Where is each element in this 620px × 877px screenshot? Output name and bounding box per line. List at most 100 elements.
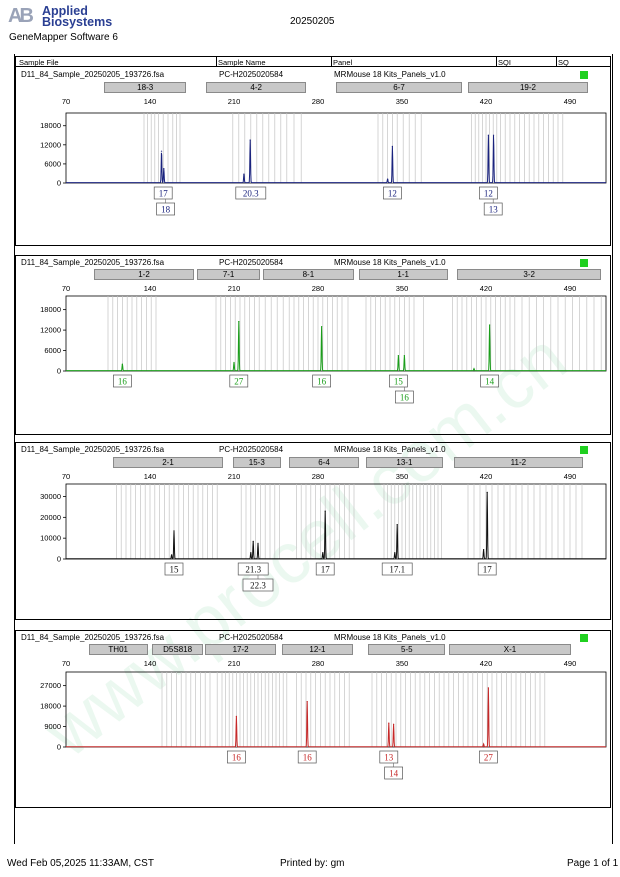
- x-tick-label: 350: [396, 472, 409, 481]
- locus-marker[interactable]: 8-1: [262, 269, 354, 280]
- locus-marker[interactable]: 6-4: [289, 457, 359, 468]
- allele-call-box[interactable]: [479, 750, 498, 764]
- allele-call-label: 17: [483, 565, 493, 575]
- locus-marker[interactable]: 6-7: [336, 82, 462, 93]
- peak: [243, 173, 245, 175]
- allele-call-box[interactable]: [395, 390, 414, 404]
- printed-by: Printed by: gm: [280, 858, 345, 869]
- peak: [473, 368, 475, 370]
- column-sq: SQ: [558, 58, 569, 67]
- peak: [489, 324, 491, 326]
- locus-marker[interactable]: 12-1: [282, 644, 353, 655]
- allele-call-box[interactable]: [483, 202, 503, 216]
- allele-call-box[interactable]: [229, 374, 249, 388]
- x-tick-label: 420: [480, 284, 493, 293]
- brand-line-2: Biosystems: [42, 15, 113, 29]
- allele-call-box[interactable]: [479, 186, 498, 200]
- locus-marker[interactable]: 1-2: [93, 269, 195, 280]
- sizing-quality-indicator: [580, 634, 588, 642]
- panel-name: MRMouse 18 Kits_Panels_v1.0: [334, 633, 446, 642]
- sample-file-name: D11_84_Sample_20250205_193726.fsa: [21, 258, 165, 267]
- allele-call-box[interactable]: [242, 578, 274, 592]
- y-tick-label: 6000: [44, 346, 61, 355]
- x-tick-label: 140: [144, 97, 157, 106]
- x-tick-label: 420: [480, 659, 493, 668]
- x-tick-label: 350: [396, 659, 409, 668]
- locus-marker[interactable]: 13-1: [366, 457, 443, 468]
- y-tick-label: 18000: [40, 121, 61, 130]
- allele-call-box[interactable]: [480, 374, 499, 388]
- peak: [235, 715, 237, 717]
- allele-call-box[interactable]: [477, 562, 497, 576]
- locus-marker[interactable]: 5-5: [368, 644, 446, 655]
- allele-call-label: 17: [321, 565, 331, 575]
- x-tick-label: 490: [564, 284, 577, 293]
- allele-call-box[interactable]: [381, 562, 413, 576]
- locus-marker[interactable]: X-1: [448, 644, 572, 655]
- sizing-quality-indicator: [580, 259, 588, 267]
- panel-name: MRMouse 18 Kits_Panels_v1.0: [334, 445, 446, 454]
- column-separator: [556, 57, 557, 67]
- electropherogram-plot: 70 140 210 280 350 420 490 0 9000 18000 27000 16 16 1…: [40, 659, 607, 780]
- allele-call-box[interactable]: [384, 766, 403, 780]
- sample-box: D11_84_Sample_20250205_193726.fsa PC-H202…: [15, 442, 611, 620]
- allele-call-box[interactable]: [164, 562, 184, 576]
- peak: [393, 723, 395, 725]
- x-tick-label: 280: [312, 97, 325, 106]
- plot-frame: [65, 483, 607, 560]
- y-tick-label: 0: [57, 555, 61, 564]
- x-tick-label: 210: [228, 472, 241, 481]
- electropherogram-panel: D11_84_Sample_20250205_193726.fsa PC-H202…: [15, 442, 611, 620]
- peak: [257, 542, 259, 544]
- sample-name: PC-H2025020584: [219, 70, 284, 79]
- signal-trace: [66, 687, 606, 748]
- brand-line-1: Applied: [42, 4, 88, 18]
- y-tick-label: 9000: [44, 722, 61, 731]
- locus-marker[interactable]: 17-2: [205, 644, 276, 655]
- locus-marker[interactable]: D5S818: [152, 644, 203, 655]
- allele-call-label: 15: [394, 377, 404, 387]
- locus-marker[interactable]: 19-2: [468, 82, 588, 93]
- allele-call-box[interactable]: [235, 186, 267, 200]
- allele-call-box[interactable]: [312, 374, 331, 388]
- allele-call-box[interactable]: [297, 750, 317, 764]
- locus-marker[interactable]: 1-1: [358, 269, 448, 280]
- allele-call-box[interactable]: [156, 202, 175, 216]
- allele-call-label: 13: [384, 753, 394, 763]
- locus-marker[interactable]: 4-2: [206, 82, 306, 93]
- allele-call-box[interactable]: [389, 374, 408, 388]
- sample-box: D11_84_Sample_20250205_193726.fsa PC-H202…: [15, 66, 611, 246]
- allele-call-box[interactable]: [227, 750, 246, 764]
- x-tick-label: 70: [62, 284, 70, 293]
- column-panel: Panel: [333, 58, 353, 67]
- peak: [160, 150, 163, 152]
- allele-call-box[interactable]: [379, 750, 399, 764]
- locus-marker[interactable]: 18-3: [104, 82, 186, 93]
- brand-name: Applied Biosystems: [42, 4, 113, 29]
- x-tick-label: 490: [564, 659, 577, 668]
- allele-call-label: 27: [484, 753, 494, 763]
- locus-marker[interactable]: 7-1: [196, 269, 261, 280]
- allele-call-label: 16: [118, 377, 128, 387]
- x-tick-label: 280: [312, 472, 325, 481]
- locus-marker[interactable]: 3-2: [457, 269, 602, 280]
- y-tick-label: 6000: [44, 159, 61, 168]
- locus-marker[interactable]: TH01: [88, 644, 148, 655]
- locus-marker[interactable]: 15-3: [232, 457, 281, 468]
- electropherogram-panel: Sample File Sample Name Panel SQI SQ D11_84_S…: [15, 56, 611, 246]
- allele-call-box[interactable]: [153, 186, 173, 200]
- sizing-quality-indicator: [580, 71, 588, 79]
- allele-call-box[interactable]: [113, 374, 132, 388]
- allele-call-label: 18: [161, 205, 171, 215]
- allele-call-label: 14: [485, 377, 495, 387]
- allele-call-label: 12: [484, 189, 493, 199]
- locus-marker[interactable]: 11-2: [453, 457, 584, 468]
- sample-name: PC-H2025020584: [219, 633, 284, 642]
- sample-box: D11_84_Sample_20250205_193726.fsa PC-H202…: [15, 255, 611, 435]
- peak: [250, 552, 252, 554]
- allele-call-box[interactable]: [237, 562, 269, 576]
- allele-call-box[interactable]: [315, 562, 335, 576]
- peak: [322, 552, 324, 554]
- locus-marker[interactable]: 2-1: [112, 457, 224, 468]
- allele-call-box[interactable]: [383, 186, 402, 200]
